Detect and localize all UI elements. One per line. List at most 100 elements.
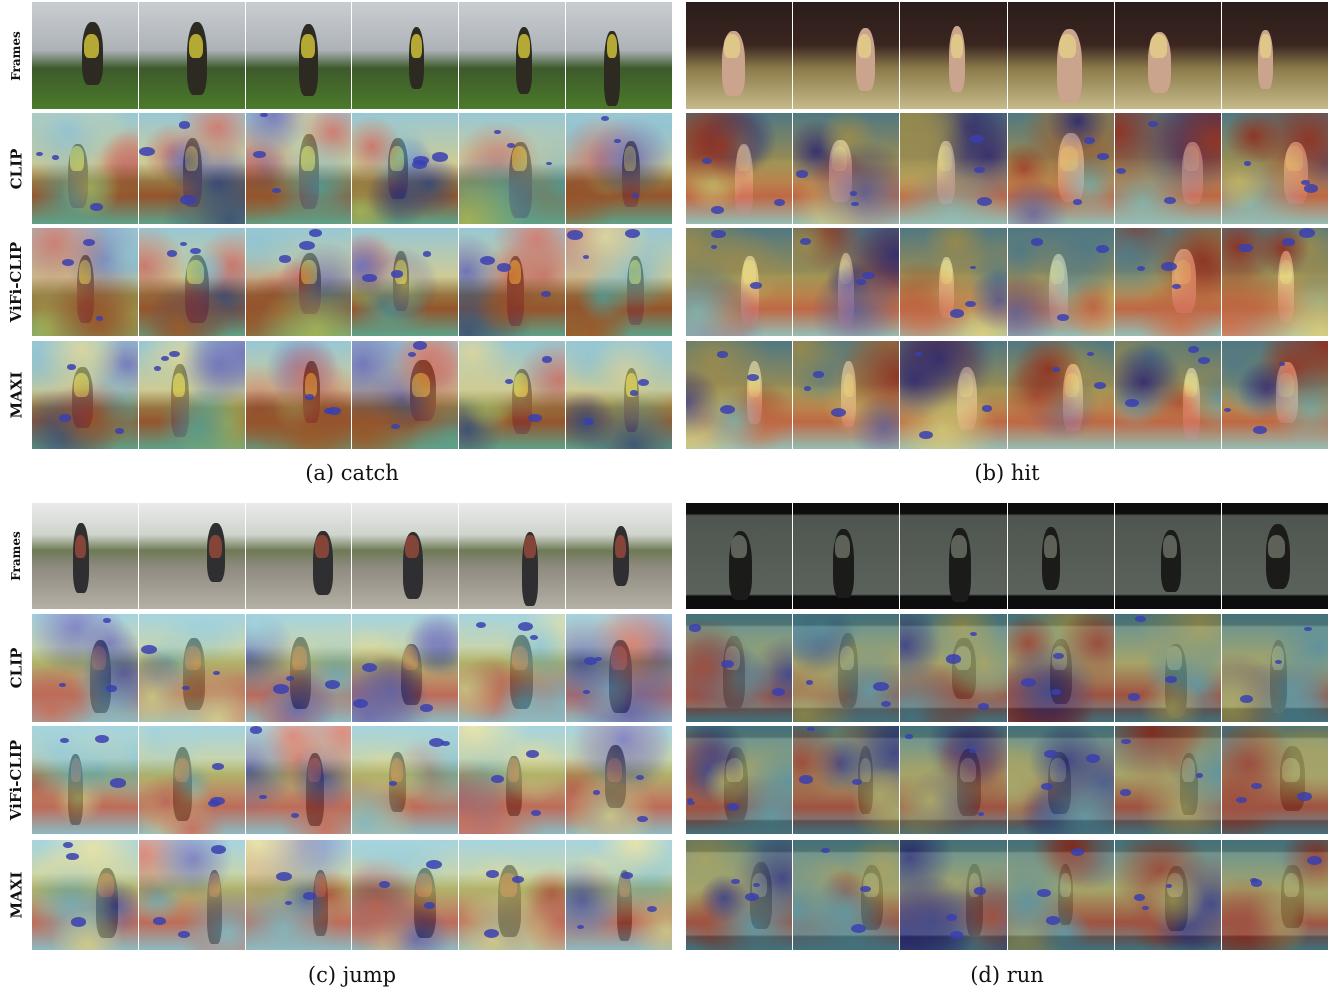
video-frame [352,503,460,609]
vificlip-heatmap-strip-catch [32,228,672,336]
heatmap-frame [459,228,567,336]
video-frame [459,503,567,609]
heatmap-frame [138,228,246,336]
heatmap-frame [900,228,1008,336]
video-frame [900,2,1008,109]
clip-heatmap-strip-jump [32,614,672,722]
heatmap-frame [1007,614,1115,722]
video-frame [1221,2,1328,109]
heatmap-frame [352,840,460,950]
video-frame [1114,503,1222,609]
heatmap-frame [1221,614,1328,722]
heatmap-frame [793,228,901,336]
heatmap-frame [566,113,672,224]
vificlip-heatmap-strip-hit [686,228,1328,336]
heatmap-frame [352,228,460,336]
video-frame [1007,503,1115,609]
heatmap-frame [352,113,460,224]
heatmap-frame [900,840,1008,950]
heatmap-frame [352,614,460,722]
heatmap-frame [566,726,672,834]
video-frame [900,503,1008,609]
heatmap-frame [1221,113,1328,224]
heatmap-frame [900,614,1008,722]
heatmap-frame [32,726,139,834]
heatmap-frame [1221,228,1328,336]
heatmap-frame [32,341,139,449]
heatmap-frame [32,840,139,950]
heatmap-frame [1007,113,1115,224]
heatmap-frame [32,228,139,336]
video-frame [1221,503,1328,609]
row-label-clip: CLIP [7,148,25,189]
heatmap-frame [793,341,901,449]
heatmap-frame [245,228,353,336]
caption-run: (d) run [970,963,1044,987]
frames-strip-catch [32,2,672,109]
video-frame [1007,2,1115,109]
clip-heatmap-strip-run [686,614,1328,722]
heatmap-frame [686,113,794,224]
video-frame [32,503,139,609]
heatmap-frame [686,228,794,336]
heatmap-frame [138,341,246,449]
row-label-vificlip: ViFi-CLIP [7,241,25,323]
vificlip-heatmap-strip-jump [32,726,672,834]
heatmap-frame [1114,113,1222,224]
caption-catch: (a) catch [305,461,399,485]
video-frame [245,503,353,609]
heatmap-frame [459,113,567,224]
heatmap-frame [138,726,246,834]
heatmap-frame [245,614,353,722]
maxi-heatmap-strip-run [686,840,1328,950]
maxi-heatmap-strip-jump [32,840,672,950]
video-frame [138,2,246,109]
heatmap-frame [686,614,794,722]
video-frame [566,2,672,109]
maxi-heatmap-strip-catch [32,341,672,449]
heatmap-frame [352,341,460,449]
heatmap-frame [566,228,672,336]
video-frame [459,2,567,109]
heatmap-frame [1114,614,1222,722]
heatmap-frame [1007,228,1115,336]
heatmap-frame [459,341,567,449]
video-frame [138,503,246,609]
video-frame [686,503,794,609]
video-frame [793,2,901,109]
heatmap-frame [900,341,1008,449]
row-label-frames: Frames [9,30,23,81]
heatmap-frame [138,113,246,224]
heatmap-frame [1007,341,1115,449]
heatmap-frame [459,726,567,834]
video-frame [686,2,794,109]
heatmap-frame [566,614,672,722]
heatmap-frame [566,840,672,950]
row-label-clip: CLIP [7,647,25,689]
heatmap-frame [245,726,353,834]
video-frame [32,2,139,109]
video-frame [793,503,901,609]
heatmap-frame [245,341,353,449]
heatmap-frame [1221,341,1328,449]
heatmap-frame [900,726,1008,834]
heatmap-frame [32,113,139,224]
heatmap-frame [352,726,460,834]
heatmap-frame [459,614,567,722]
heatmap-frame [32,614,139,722]
heatmap-frame [1114,840,1222,950]
heatmap-frame [459,840,567,950]
video-frame [566,503,672,609]
heatmap-frame [686,840,794,950]
heatmap-frame [245,113,353,224]
frames-strip-run [686,503,1328,609]
heatmap-frame [793,840,901,950]
video-frame [245,2,353,109]
heatmap-frame [793,113,901,224]
heatmap-frame [686,726,794,834]
heatmap-frame [138,840,246,950]
caption-hit: (b) hit [974,461,1040,485]
heatmap-frame [1221,726,1328,834]
video-frame [1114,2,1222,109]
heatmap-frame [686,341,794,449]
